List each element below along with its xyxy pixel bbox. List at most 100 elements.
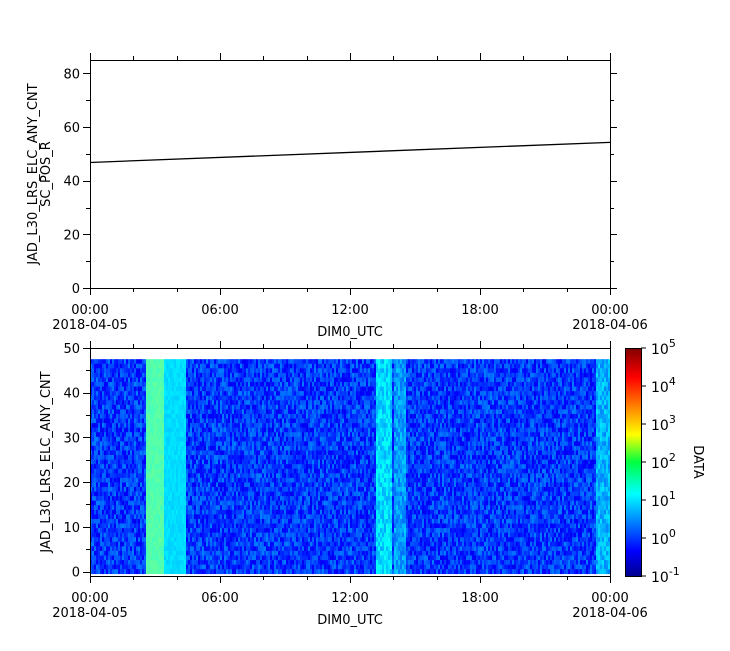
spectrogram-cell	[168, 509, 171, 515]
spectrogram-cell	[280, 477, 283, 483]
spectrogram-cell	[108, 468, 111, 474]
spectrogram-cell	[128, 413, 131, 419]
spectrogram-cell	[202, 418, 205, 424]
spectrogram-cell	[228, 445, 231, 451]
spectrogram-cell	[170, 386, 173, 392]
spectrogram-cell	[298, 537, 301, 543]
spectrogram-cell	[172, 537, 175, 543]
spectrogram-cell	[104, 441, 107, 447]
spectrogram-cell	[234, 477, 237, 483]
spectrogram-cell	[286, 423, 289, 428]
spectrogram-cell	[254, 386, 257, 392]
spectrogram-cell	[162, 400, 165, 406]
spectrogram-cell	[152, 418, 155, 424]
spectrogram-cell	[130, 487, 133, 492]
spectrogram-cell	[266, 546, 269, 552]
spectrogram-cell	[268, 409, 271, 415]
spectrogram-cell	[210, 496, 213, 502]
spectrogram-cell	[110, 505, 113, 511]
spectrogram-cell	[138, 532, 141, 538]
spectrogram-cell	[186, 404, 189, 410]
spectrogram-cell	[260, 518, 263, 524]
spectrogram-cell	[262, 532, 265, 538]
spectrogram-cell	[122, 468, 125, 474]
spectrogram-cell	[180, 468, 183, 474]
spectrogram-cell	[114, 487, 117, 492]
spectrogram-cell	[242, 505, 245, 511]
spectrogram-cell	[96, 464, 99, 470]
spectrogram-cell	[118, 413, 121, 419]
spectrogram-cell	[186, 491, 189, 497]
spectrogram-cell	[236, 386, 239, 392]
spectrogram-cell	[208, 546, 211, 552]
spectrogram-cell	[196, 482, 199, 488]
spectrogram-cell	[120, 473, 123, 479]
spectrogram-cell	[168, 505, 171, 511]
spectrogram-cell	[238, 418, 241, 424]
spectrogram-cell	[196, 391, 199, 397]
spectrogram-cell	[194, 560, 197, 565]
spectrogram-cell	[110, 491, 113, 497]
spectrogram-cell	[140, 518, 143, 524]
spectrogram-cell	[220, 523, 223, 529]
spectrogram-cell	[246, 541, 249, 547]
spectrogram-cell	[218, 395, 221, 401]
spectrogram-cell	[188, 532, 191, 538]
spectrogram-cell	[232, 505, 235, 511]
spectrogram-cell	[196, 468, 199, 474]
spectrogram-cell	[252, 436, 255, 442]
spectrogram-cell	[184, 468, 187, 474]
spectrogram-cell	[204, 441, 207, 447]
spectrogram-cell	[154, 564, 157, 570]
spectrogram-cell	[182, 555, 185, 561]
spectrogram-cell	[200, 377, 203, 383]
spectrogram-cell	[276, 505, 279, 511]
spectrogram-cell	[220, 386, 223, 392]
spectrogram-cell	[294, 363, 297, 369]
spectrogram-cell	[208, 555, 211, 561]
spectrogram-cell	[160, 505, 163, 511]
spectrogram-cell	[276, 382, 279, 387]
spectrogram-cell	[124, 409, 127, 415]
spectrogram-cell	[174, 377, 177, 383]
spectrogram-cell	[218, 386, 221, 392]
spectrogram-cell	[240, 413, 243, 419]
spectrogram-cell	[210, 514, 213, 520]
spectrogram-cell	[180, 496, 183, 502]
spectrogram-cell	[166, 436, 169, 442]
spectrogram-cell	[210, 509, 213, 515]
spectrogram-cell	[214, 409, 217, 415]
spectrogram-cell	[212, 514, 215, 520]
spectrogram-cell	[98, 518, 101, 524]
spectrogram-cell	[266, 468, 269, 474]
spectrogram-cell	[90, 555, 93, 561]
spectrogram-cell	[110, 359, 113, 365]
spectrogram-cell	[288, 500, 291, 506]
spectrogram-cell	[120, 372, 123, 378]
spectrogram-cell	[160, 477, 163, 483]
spectrogram-cell	[256, 560, 259, 565]
spectrogram-cell	[144, 509, 147, 515]
spectrogram-cell	[144, 418, 147, 424]
spectrogram-cell	[102, 487, 105, 492]
spectrogram-cell	[92, 496, 95, 502]
spectrogram-cell	[290, 473, 293, 479]
spectrogram-cell	[122, 487, 125, 492]
spectrogram-cell	[158, 359, 161, 365]
spectrogram-cell	[140, 532, 143, 538]
spectrogram-cell	[260, 400, 263, 406]
spectrogram-cell	[112, 537, 115, 543]
spectrogram-cell	[238, 523, 241, 529]
spectrogram-cell	[214, 363, 217, 369]
spectrogram-cell	[178, 496, 181, 502]
spectrogram-cell	[180, 359, 183, 365]
spectrogram-cell	[122, 432, 125, 438]
spectrogram-cell	[214, 509, 217, 515]
spectrogram-cell	[278, 450, 281, 456]
spectrogram-cell	[154, 537, 157, 543]
spectrogram-cell	[172, 395, 175, 401]
spectrogram-cell	[152, 509, 155, 515]
spectrogram-cell	[276, 514, 279, 520]
spectrogram-cell	[246, 441, 249, 447]
spectrogram-cell	[126, 560, 129, 565]
